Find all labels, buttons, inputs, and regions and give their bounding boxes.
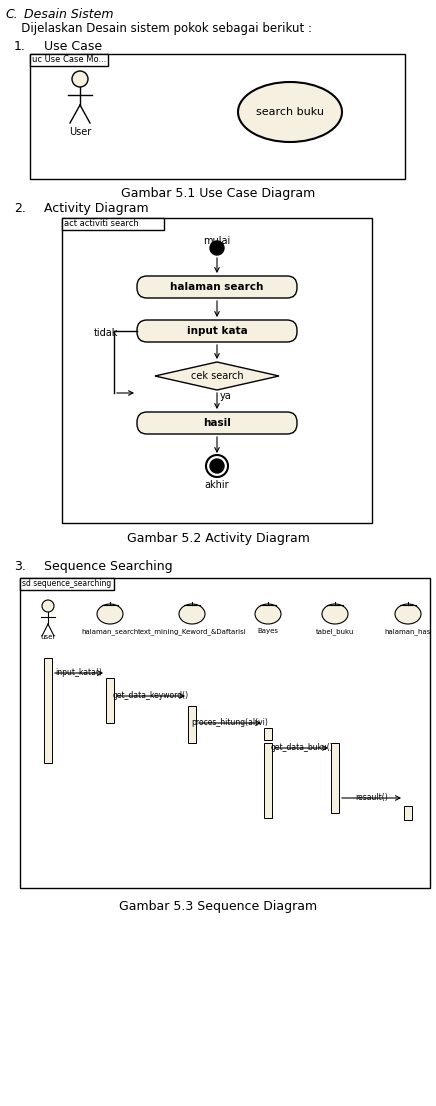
Bar xyxy=(188,706,196,743)
Bar xyxy=(106,678,114,723)
Bar xyxy=(264,743,272,818)
Text: Gambar 5.3 Sequence Diagram: Gambar 5.3 Sequence Diagram xyxy=(119,900,317,912)
Text: input_kata(): input_kata() xyxy=(55,668,102,677)
Text: user: user xyxy=(41,634,56,640)
Text: proces_hitung(al(vi): proces_hitung(al(vi) xyxy=(191,718,269,727)
Text: ya: ya xyxy=(220,392,232,401)
Text: halaman_search: halaman_search xyxy=(82,628,139,635)
Ellipse shape xyxy=(210,241,224,255)
Text: input kata: input kata xyxy=(187,326,247,336)
Text: 1.: 1. xyxy=(14,40,26,53)
Text: act activiti search: act activiti search xyxy=(64,219,139,228)
Text: C.: C. xyxy=(5,8,18,21)
Ellipse shape xyxy=(206,455,228,477)
FancyBboxPatch shape xyxy=(137,276,297,298)
Bar xyxy=(62,218,372,523)
Ellipse shape xyxy=(255,604,281,624)
Text: resault(): resault() xyxy=(355,793,388,802)
Text: mulai: mulai xyxy=(203,236,231,246)
Ellipse shape xyxy=(322,604,348,624)
Text: tabel_buku: tabel_buku xyxy=(316,628,354,635)
Bar xyxy=(44,658,52,763)
Text: Sequence Searching: Sequence Searching xyxy=(44,560,173,573)
Text: Dijelaskan Desain sistem pokok sebagai berikut :: Dijelaskan Desain sistem pokok sebagai b… xyxy=(10,22,312,35)
Bar xyxy=(331,743,339,813)
Text: User: User xyxy=(69,127,91,137)
FancyBboxPatch shape xyxy=(137,413,297,434)
Text: uc Use Case Mo...: uc Use Case Mo... xyxy=(32,55,106,64)
Ellipse shape xyxy=(72,71,88,87)
Polygon shape xyxy=(155,362,279,390)
Text: Activity Diagram: Activity Diagram xyxy=(44,202,149,215)
Text: halaman search: halaman search xyxy=(170,282,264,292)
Ellipse shape xyxy=(238,82,342,142)
Text: sd sequence_searching: sd sequence_searching xyxy=(22,580,111,588)
Bar xyxy=(264,728,272,740)
Bar xyxy=(62,218,164,230)
Bar xyxy=(20,578,114,589)
Text: akhir: akhir xyxy=(204,480,229,490)
Text: search buku: search buku xyxy=(256,107,324,117)
Text: get_data_keyword(): get_data_keyword() xyxy=(113,691,189,700)
Text: Gambar 5.1 Use Case Diagram: Gambar 5.1 Use Case Diagram xyxy=(121,187,315,200)
Text: get_data_buku(): get_data_buku() xyxy=(270,743,333,752)
Ellipse shape xyxy=(210,459,224,473)
Text: hasil: hasil xyxy=(203,418,231,428)
Text: Bayes: Bayes xyxy=(258,628,279,634)
Text: tidak: tidak xyxy=(94,328,118,338)
Text: Gambar 5.2 Activity Diagram: Gambar 5.2 Activity Diagram xyxy=(126,532,310,545)
FancyBboxPatch shape xyxy=(137,320,297,342)
Bar xyxy=(404,806,412,820)
Text: cek search: cek search xyxy=(191,371,243,380)
Ellipse shape xyxy=(97,604,123,624)
Bar xyxy=(30,54,405,179)
Text: 3.: 3. xyxy=(14,560,26,573)
Text: Desain Sistem: Desain Sistem xyxy=(16,8,113,21)
Text: text_mining_Keword_&Daftarisi: text_mining_Keword_&Daftarisi xyxy=(138,628,246,635)
Ellipse shape xyxy=(42,599,54,612)
Ellipse shape xyxy=(179,604,205,624)
Bar xyxy=(20,578,430,888)
Text: Use Case: Use Case xyxy=(44,40,102,53)
Bar xyxy=(30,54,108,66)
Text: halaman_has: halaman_has xyxy=(385,628,431,635)
Ellipse shape xyxy=(395,604,421,624)
Text: 2.: 2. xyxy=(14,202,26,215)
